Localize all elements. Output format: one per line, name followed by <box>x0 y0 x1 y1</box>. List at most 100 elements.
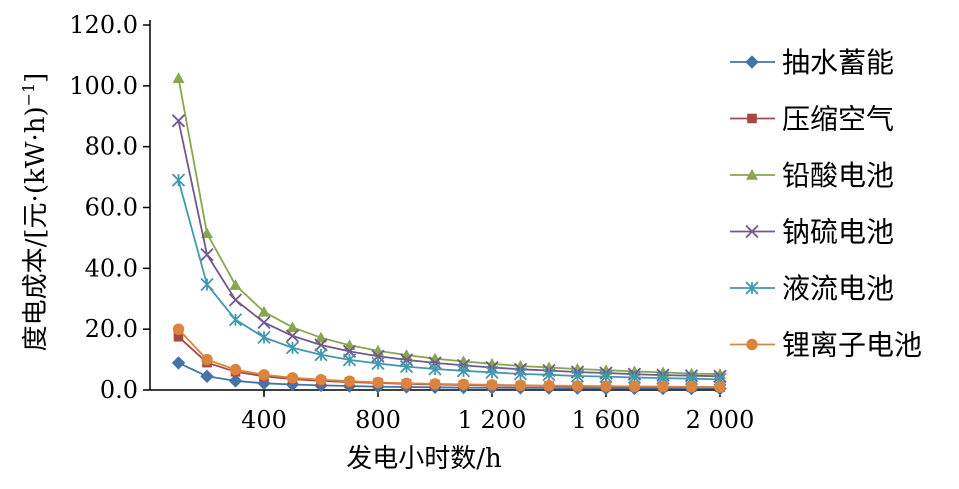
diamond-marker <box>228 374 243 388</box>
circle-marker <box>258 369 270 381</box>
square-marker <box>747 113 757 124</box>
series-4 <box>171 114 727 383</box>
legend-label: 压缩空气 <box>782 103 894 136</box>
x-tick-label: 1 600 <box>572 406 641 434</box>
circle-marker <box>571 380 584 392</box>
diamond-marker <box>171 356 186 370</box>
circle-marker <box>543 379 555 392</box>
legend-item: 压缩空气 <box>730 103 894 136</box>
circle-marker <box>315 373 327 386</box>
star-marker <box>428 362 442 376</box>
x-tick-label: 800 <box>355 406 401 434</box>
star-marker <box>513 367 528 381</box>
x-marker <box>171 114 186 128</box>
star-marker <box>171 173 186 187</box>
diamond-marker <box>200 369 214 384</box>
triangle-marker <box>258 305 270 317</box>
legend-label: 锂离子电池 <box>782 329 922 362</box>
legend-label: 抽水蓄能 <box>782 46 894 79</box>
triangle-marker <box>286 321 299 333</box>
star-marker <box>399 359 414 374</box>
y-tick-label: 80.0 <box>85 133 138 161</box>
y-tick-label: 20.0 <box>85 315 138 343</box>
x-axis-title: 发电小时数/h <box>346 444 502 474</box>
star-marker <box>342 353 357 367</box>
x-marker <box>314 338 328 352</box>
star-marker <box>456 364 471 378</box>
x-tick-label: 400 <box>241 406 287 434</box>
triangle-marker <box>315 331 327 343</box>
legend-item: 抽水蓄能 <box>730 46 894 79</box>
square-marker <box>173 331 184 342</box>
series-line <box>177 78 721 376</box>
circle-marker <box>714 381 726 393</box>
triangle-marker <box>514 359 527 371</box>
star-marker <box>485 365 499 379</box>
star-marker <box>570 369 585 383</box>
circle-marker <box>486 379 498 391</box>
star-marker <box>745 281 759 295</box>
y-tick-label: 60.0 <box>85 194 138 222</box>
y-axis-title: 度电成本/[元·(kW·h)−1] <box>19 73 51 352</box>
x-marker <box>745 224 759 239</box>
triangle-marker <box>229 279 242 290</box>
star-marker <box>542 368 556 382</box>
legend-label: 铅酸电池 <box>782 159 894 192</box>
star-marker <box>371 356 385 371</box>
star-marker <box>257 330 271 345</box>
x-marker <box>228 293 243 307</box>
x-marker <box>200 248 214 262</box>
series-5 <box>171 173 727 386</box>
circle-marker <box>457 378 470 391</box>
x-marker <box>399 353 414 367</box>
circle-marker <box>172 323 185 335</box>
x-tick-label: 1 200 <box>458 406 527 434</box>
circle-marker <box>343 375 356 387</box>
y-tick-label: 0.0 <box>100 376 138 404</box>
x-marker <box>257 315 271 330</box>
y-tick-label: 120.0 <box>69 11 138 39</box>
circle-marker <box>229 363 242 376</box>
circle-marker <box>429 378 441 390</box>
series-line <box>177 120 721 378</box>
x-tick-label: 2 000 <box>686 406 755 434</box>
circle-marker <box>514 379 527 391</box>
y-axis-title-tail: ] <box>21 73 51 83</box>
series-line <box>177 179 721 381</box>
circle-marker <box>600 380 612 392</box>
legend-item: 液流电池 <box>730 272 894 305</box>
star-marker <box>285 341 300 355</box>
circle-marker <box>372 376 384 389</box>
diamond-marker <box>745 55 759 69</box>
triangle-marker <box>172 72 185 84</box>
star-marker <box>228 313 243 327</box>
triangle-marker <box>201 227 213 239</box>
y-axis-title-superscript: −1 <box>19 83 38 107</box>
x-marker <box>428 356 442 370</box>
star-marker <box>200 277 214 292</box>
circle-marker <box>201 353 213 366</box>
axes: 0.0 20.0 40.0 60.0 80.0 100.0 120.0 400 800 1 200… <box>69 11 754 434</box>
legend-item: 铅酸电池 <box>730 159 894 192</box>
series-layer <box>171 72 727 396</box>
legend-label: 液流电池 <box>782 272 894 305</box>
x-marker <box>285 329 300 343</box>
series-6 <box>172 323 726 393</box>
circle-marker <box>746 338 758 351</box>
triangle-marker <box>486 357 498 369</box>
circle-marker <box>286 372 299 384</box>
circle-marker <box>685 381 698 393</box>
star-marker <box>314 348 328 362</box>
circle-marker <box>657 380 669 393</box>
legend-label: 钠硫电池 <box>782 216 894 249</box>
circle-marker <box>628 380 641 393</box>
y-tick-label: 100.0 <box>69 72 138 100</box>
legend-item: 钠硫电池 <box>730 216 894 249</box>
y-axis-title-main: 度电成本/[元·(kW·h) <box>21 106 51 351</box>
triangle-marker <box>746 169 758 180</box>
y-tick-label: 40.0 <box>85 254 138 282</box>
circle-marker <box>400 377 413 390</box>
